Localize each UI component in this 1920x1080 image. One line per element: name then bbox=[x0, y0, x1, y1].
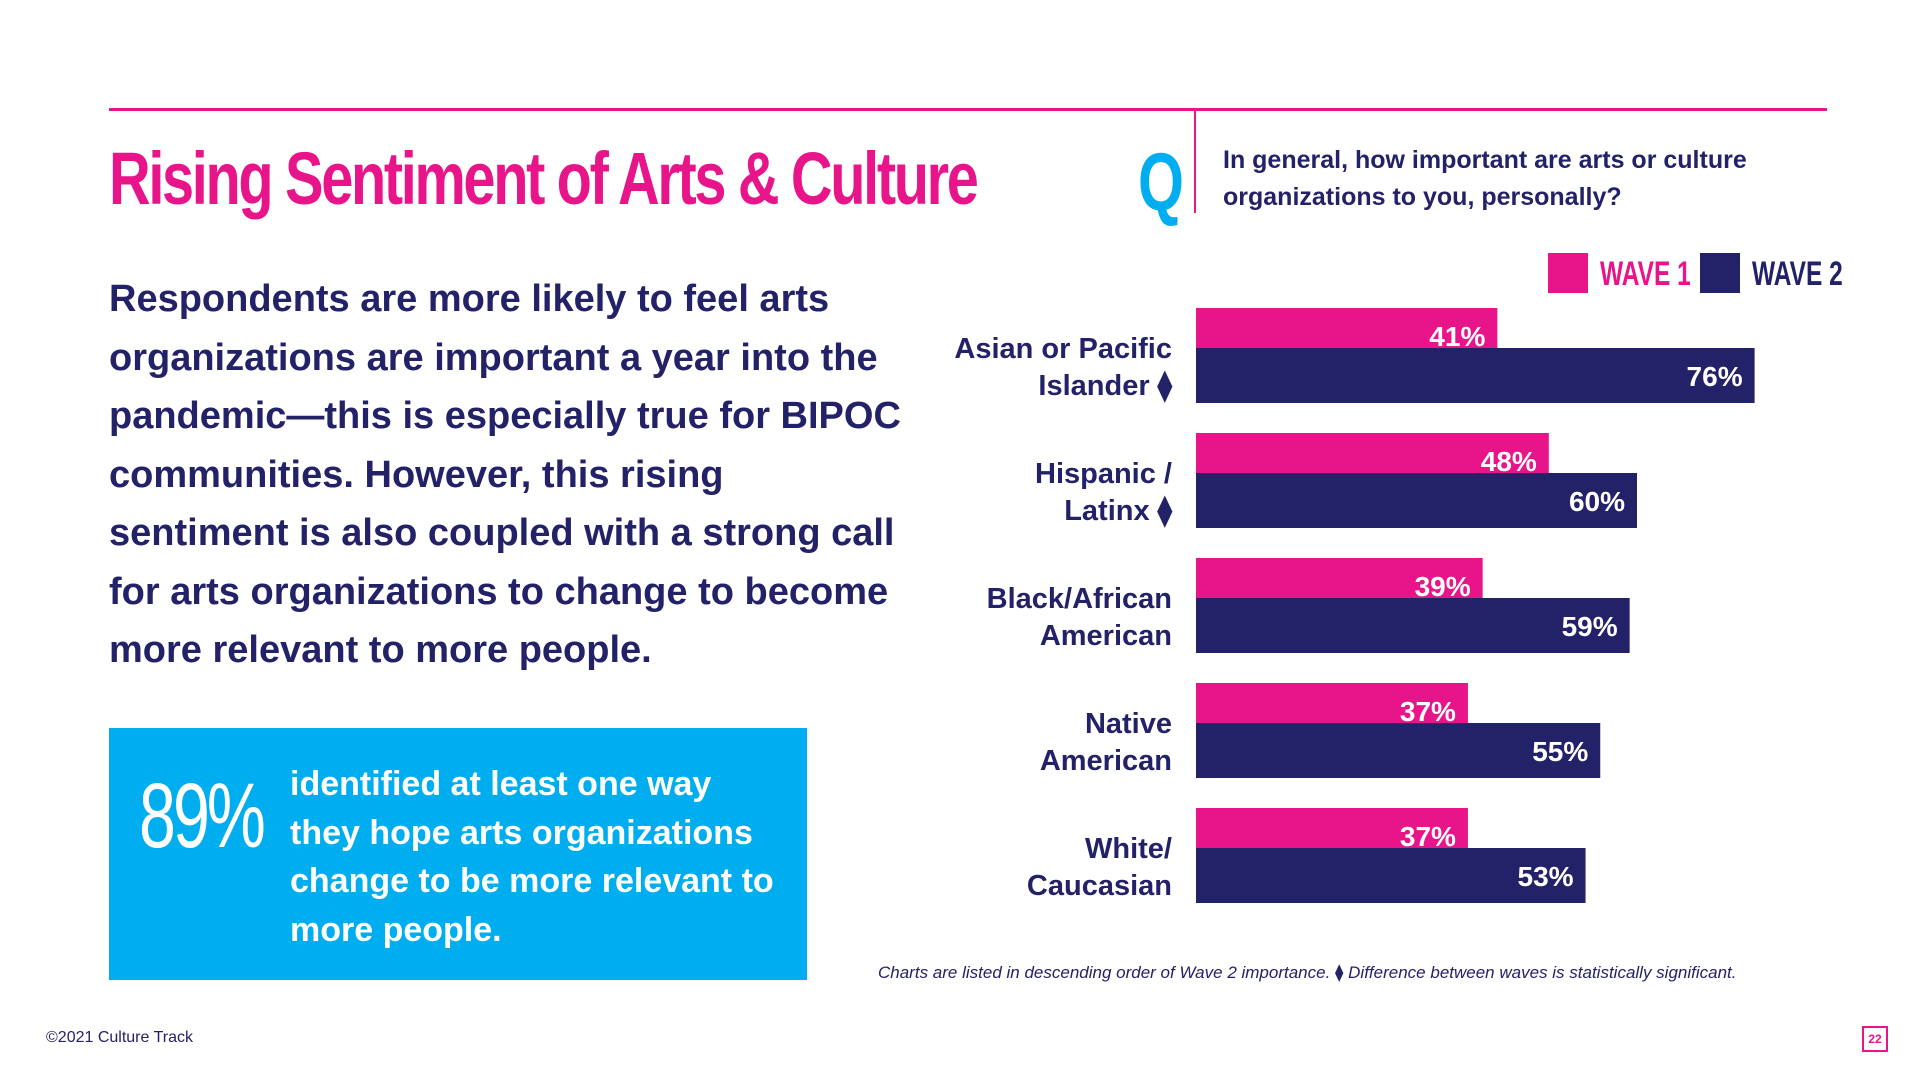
value-label-wave-2-hispanic-latinx: 60% bbox=[1569, 486, 1625, 517]
callout-number: 89% bbox=[139, 765, 266, 867]
value-label-wave-1-native-american: 37% bbox=[1400, 696, 1456, 727]
bar-wave-2-black-african-american bbox=[1196, 598, 1630, 653]
value-label-wave-2-white-caucasian: 53% bbox=[1518, 861, 1574, 892]
callout-text: identified at least one way they hope ar… bbox=[290, 765, 774, 949]
legend-label-wave-1: WAVE 1 bbox=[1600, 255, 1691, 293]
question-divider bbox=[1194, 111, 1196, 213]
question-letter: Q bbox=[1138, 137, 1184, 228]
value-label-wave-1-hispanic-latinx: 48% bbox=[1481, 446, 1537, 477]
category-label-hispanic-latinx: Hispanic / Latinx ⧫ bbox=[1035, 458, 1173, 528]
value-label-wave-2-asian-or-pacific-islander: 76% bbox=[1687, 361, 1743, 392]
page-title: Rising Sentiment of Arts & Culture bbox=[109, 137, 979, 220]
legend-swatch-wave-2 bbox=[1700, 253, 1740, 293]
question-text: In general, how important are arts or cu… bbox=[1223, 146, 1747, 211]
copyright: ©2021 Culture Track bbox=[46, 1029, 193, 1046]
top-rule bbox=[109, 108, 1827, 111]
legend-swatch-wave-1 bbox=[1548, 253, 1588, 293]
category-label-black-african-american: Black/African American bbox=[987, 583, 1172, 652]
value-label-wave-1-asian-or-pacific-islander: 41% bbox=[1429, 321, 1485, 352]
stat-callout: 89% identified at least one way they hop… bbox=[109, 728, 807, 980]
category-label-white-caucasian: White/Caucasian bbox=[1027, 833, 1172, 902]
category-label-native-american: Native American bbox=[1040, 708, 1172, 777]
footnote: Charts are listed in descending order of… bbox=[878, 963, 1737, 982]
body-text: Respondents are more likely to feel arts… bbox=[109, 278, 901, 671]
value-label-wave-1-white-caucasian: 37% bbox=[1400, 821, 1456, 852]
bar-wave-2-asian-or-pacific-islander bbox=[1196, 348, 1755, 403]
bar-wave-2-hispanic-latinx bbox=[1196, 473, 1637, 528]
value-label-wave-2-native-american: 55% bbox=[1532, 736, 1588, 767]
bar-chart: Asian or Pacific Islander ⧫ 41% 76% Hispanic… bbox=[954, 308, 1755, 903]
legend-label-wave-2: WAVE 2 bbox=[1752, 255, 1843, 293]
bar-wave-2-white-caucasian bbox=[1196, 848, 1586, 903]
category-label-asian-or-pacific-islander: Asian or Pacific Islander ⧫ bbox=[954, 333, 1172, 403]
value-label-wave-1-black-african-american: 39% bbox=[1415, 571, 1471, 602]
value-label-wave-2-black-african-american: 59% bbox=[1562, 611, 1618, 642]
page-number: 22 bbox=[1862, 1026, 1888, 1052]
bar-wave-2-native-american bbox=[1196, 723, 1601, 778]
